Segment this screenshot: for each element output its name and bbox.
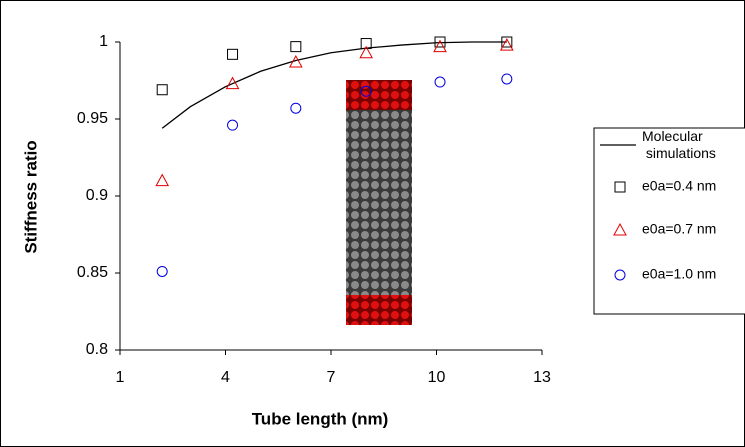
legend-marker [614, 269, 626, 281]
legend-label: e0a=0.7 nm [642, 221, 716, 237]
nanotube-image [346, 80, 412, 325]
legend-marker [613, 222, 627, 236]
point [360, 38, 372, 50]
legend-label: e0a=1.0 nm [642, 266, 716, 282]
y-tick-label: 0.8 [86, 341, 108, 358]
legend-label: Molecular simulations [642, 128, 716, 161]
x-tick-label: 1 [116, 369, 125, 386]
legend-marker [614, 181, 626, 193]
x-tick-label: 4 [221, 369, 230, 386]
point [156, 265, 168, 277]
point [501, 36, 513, 48]
point [359, 45, 374, 59]
y-tick-label: 0.85 [77, 264, 108, 281]
y-tick-label: 0.9 [86, 187, 108, 204]
legend-box [593, 127, 745, 315]
y-tick-label: 1 [99, 33, 108, 50]
point [227, 119, 239, 131]
point [433, 39, 447, 53]
series-line [161, 41, 507, 129]
point [501, 73, 513, 85]
legend-label: e0a=0.4 nm [642, 178, 716, 194]
x-tick-label: 13 [533, 369, 551, 386]
point [225, 76, 240, 90]
point [288, 54, 303, 68]
point [360, 85, 372, 97]
point [290, 102, 302, 114]
x-tick-label: 10 [428, 369, 446, 386]
point [290, 41, 302, 53]
y-axis-label: Stiffness ratio [21, 140, 40, 253]
x-tick-label: 7 [327, 369, 336, 386]
y-tick-label: 0.95 [77, 110, 108, 127]
point [434, 76, 446, 88]
point [155, 173, 170, 187]
point [499, 38, 514, 51]
point [227, 48, 239, 60]
point [434, 36, 446, 48]
x-axis-label: Tube length (nm) [252, 409, 389, 428]
point [156, 84, 168, 96]
